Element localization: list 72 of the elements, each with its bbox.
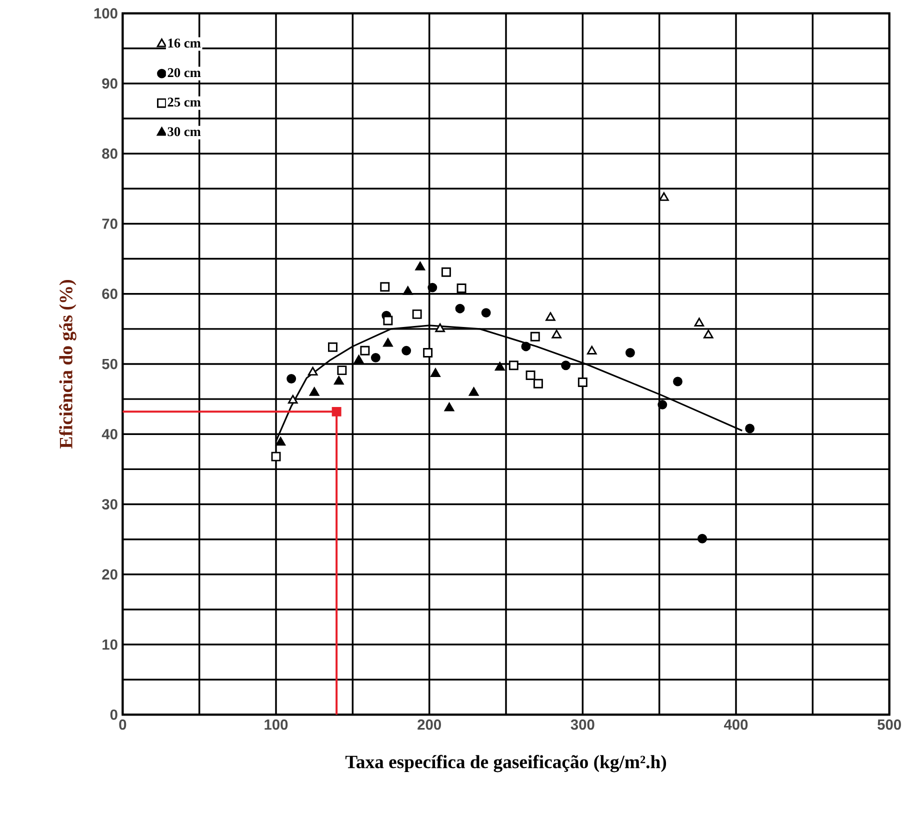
point — [673, 376, 682, 386]
x-tick-label: 300 — [570, 720, 594, 730]
x-tick-label: 500 — [878, 720, 901, 730]
point — [625, 348, 635, 358]
point — [276, 437, 286, 446]
point — [586, 346, 597, 355]
point — [456, 284, 466, 294]
point — [533, 379, 543, 389]
point — [328, 342, 338, 352]
y-tick-label: 80 — [102, 148, 118, 159]
y-tick-label: 90 — [102, 78, 118, 89]
point — [354, 355, 364, 364]
point — [435, 324, 445, 332]
point — [360, 346, 370, 356]
point — [380, 282, 390, 292]
point — [526, 370, 536, 380]
x-tick-label: 400 — [724, 720, 748, 730]
legend-label: 30 cm — [168, 127, 201, 136]
point — [552, 330, 562, 339]
y-tick-label: 10 — [102, 640, 118, 650]
x-tick-label: 100 — [264, 720, 288, 730]
point — [428, 282, 438, 292]
y-tick-label: 30 — [102, 499, 118, 510]
point — [370, 353, 380, 363]
point — [521, 342, 531, 352]
point — [444, 402, 454, 412]
point — [508, 360, 518, 370]
x-axis-title: Taxa específica de gaseificação (kg/m².h) — [345, 755, 666, 772]
point — [468, 387, 479, 396]
point — [412, 310, 422, 320]
y-tick-label: 70 — [102, 218, 118, 230]
y-axis-title: Eficiência do gás (%) — [59, 280, 76, 449]
y-tick-label: 60 — [102, 288, 118, 300]
y-tick-label: 100 — [94, 8, 118, 19]
point — [704, 330, 714, 339]
point — [308, 367, 318, 376]
point — [383, 316, 393, 326]
point — [288, 395, 298, 404]
point — [430, 368, 440, 378]
x-tick-label: 200 — [418, 720, 441, 730]
legend-label: 20 cm — [168, 68, 201, 78]
point — [530, 332, 540, 342]
point — [561, 360, 571, 370]
y-tick-label: 40 — [102, 429, 118, 440]
point — [481, 308, 491, 318]
point — [658, 400, 668, 410]
point — [698, 534, 707, 544]
point — [494, 362, 505, 371]
x-tick-label: 0 — [119, 720, 126, 730]
point — [332, 407, 342, 417]
point — [402, 286, 413, 296]
legend-label: 16 cm — [168, 38, 201, 48]
point — [546, 312, 556, 322]
point — [334, 376, 344, 385]
point — [383, 338, 393, 347]
point — [415, 262, 426, 271]
point — [337, 366, 347, 376]
point — [659, 192, 669, 202]
point — [455, 304, 465, 314]
y-tick-label: 50 — [102, 358, 118, 370]
point — [441, 268, 451, 278]
y-tick-label: 20 — [102, 569, 118, 580]
point — [745, 424, 755, 434]
point — [402, 346, 412, 356]
point — [423, 348, 433, 358]
point — [309, 387, 320, 396]
point — [694, 318, 704, 327]
point — [286, 374, 296, 384]
legend-label: 25 cm — [168, 98, 201, 107]
point — [271, 452, 281, 462]
point — [578, 378, 588, 388]
y-tick-label: 0 — [110, 710, 118, 720]
